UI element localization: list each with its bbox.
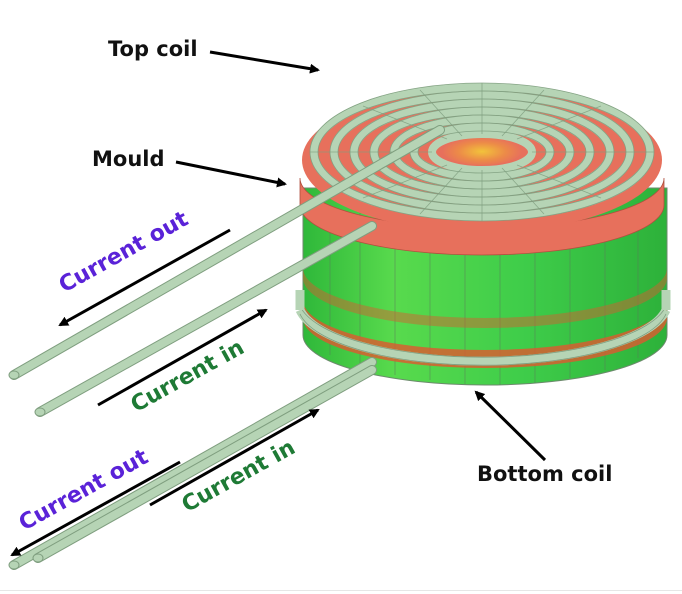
bottom-coil (295, 290, 671, 366)
lead-wires (9, 125, 445, 570)
mould-label: Mould (92, 147, 165, 171)
current-arrows (10, 228, 320, 557)
bottom-coil-label: Bottom coil (477, 462, 613, 486)
current-in-2-arrow (149, 408, 320, 507)
wire-ends (8, 370, 46, 570)
current-out-2-arrow (10, 460, 181, 557)
bottom-border (0, 590, 682, 591)
current-out-1-arrow (58, 228, 231, 327)
current-in-1-arrow (97, 308, 268, 407)
callout-arrows (175, 50, 547, 462)
bottom-coil-arrow (474, 390, 547, 462)
top-coil-arrow (209, 50, 320, 74)
top-coil-label: Top coil (108, 37, 198, 61)
mould-arrow (175, 160, 287, 188)
